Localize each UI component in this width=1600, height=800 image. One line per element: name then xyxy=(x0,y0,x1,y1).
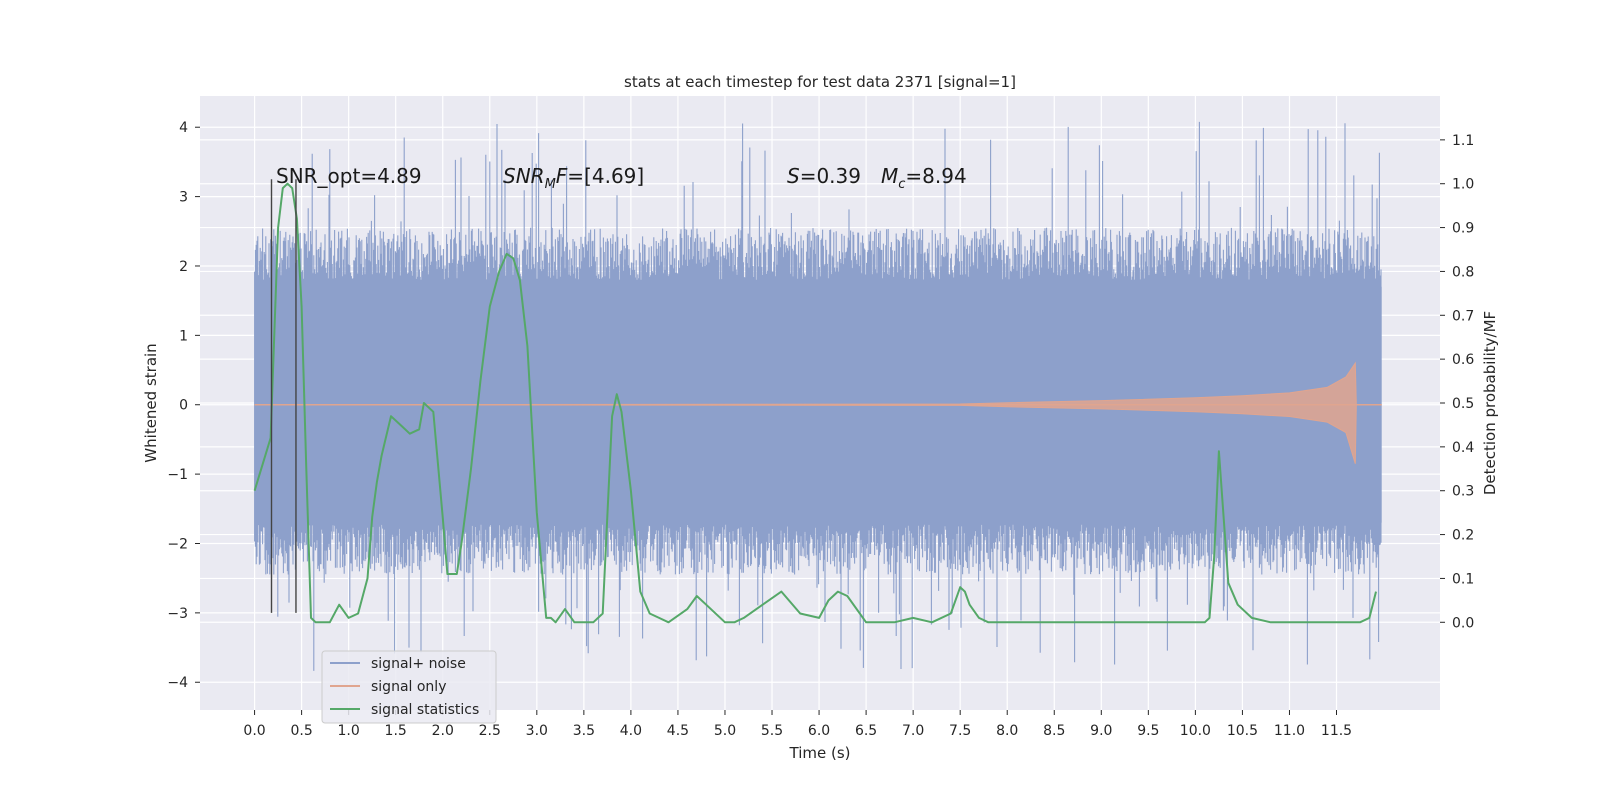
y-right-tick-label: 0.5 xyxy=(1452,396,1474,412)
y-tick-label: −4 xyxy=(167,675,188,691)
y-right-tick-label: 0.4 xyxy=(1452,440,1474,456)
y-axis-right-ticks: 1.1 1.0 0.9 0.8 0.7 0.6 0.5 0.4 0.3 0.2 0.1 0.0 xyxy=(1440,133,1474,631)
x-tick-label: 7.0 xyxy=(902,723,924,739)
series-signal-only xyxy=(254,361,1382,464)
x-tick-label: 5.0 xyxy=(714,723,736,739)
y-right-tick-label: 1.0 xyxy=(1452,177,1474,193)
x-tick-label: 3.0 xyxy=(526,723,548,739)
legend-label-signal-plus-noise: signal+ noise xyxy=(371,656,466,672)
annotation-mc-sub: c xyxy=(898,177,905,192)
x-tick-label: 6.5 xyxy=(855,723,877,739)
x-tick-label: 4.5 xyxy=(667,723,689,739)
y-right-tick-label: 0.7 xyxy=(1452,308,1474,324)
legend-label-signal-only: signal only xyxy=(371,679,446,695)
y-right-tick-label: 0.9 xyxy=(1452,221,1474,237)
y-axis-right-label: Detection probability/MF xyxy=(1481,311,1499,495)
x-tick-label: 9.0 xyxy=(1090,723,1112,739)
x-tick-label: 10.5 xyxy=(1227,723,1258,739)
y-right-tick-label: 0.1 xyxy=(1452,571,1474,587)
x-tick-label: 11.0 xyxy=(1274,723,1305,739)
annotation-snr-mf-value: =[4.69] xyxy=(567,164,644,188)
y-right-tick-label: 0.2 xyxy=(1452,528,1474,544)
statistics-line xyxy=(253,182,1377,624)
x-tick-label: 10.0 xyxy=(1180,723,1211,739)
annotation-mc-value: =8.94 xyxy=(905,164,966,188)
annotation-s: S=0.39 xyxy=(787,164,861,188)
x-tick-label: 11.5 xyxy=(1321,723,1352,739)
vertical-markers xyxy=(270,179,297,613)
annotation-snr-opt: SNR_opt=4.89 xyxy=(276,164,422,188)
annotation-snr-mf-f: F xyxy=(556,164,568,188)
y-tick-label: 2 xyxy=(179,259,188,275)
x-tick-label: 9.5 xyxy=(1137,723,1159,739)
annotation-s-label: S xyxy=(787,164,800,188)
y-right-tick-label: 0.3 xyxy=(1452,484,1474,500)
x-tick-label: 5.5 xyxy=(761,723,783,739)
y-tick-label: −3 xyxy=(167,606,188,622)
annotation-mc: Mc=8.94 xyxy=(881,164,967,192)
x-tick-label: 0.0 xyxy=(243,723,265,739)
annotation-mc-label: M xyxy=(881,164,898,188)
annotation-snr-mf: SNRMF=[4.69] xyxy=(503,164,644,192)
y-tick-label: 4 xyxy=(179,120,188,136)
x-tick-label: 2.0 xyxy=(432,723,454,739)
x-tick-label: 4.0 xyxy=(620,723,642,739)
x-tick-label: 1.5 xyxy=(385,723,407,739)
x-tick-label: 8.5 xyxy=(1043,723,1065,739)
series-signal-statistics xyxy=(253,182,1377,624)
y-tick-label: 0 xyxy=(179,398,188,414)
legend: signal+ noise signal only signal statist… xyxy=(321,650,497,724)
x-tick-label: 1.0 xyxy=(338,723,360,739)
y-tick-label: 1 xyxy=(179,328,188,344)
annotation-s-value: =0.39 xyxy=(800,164,861,188)
x-axis-ticks: 0.0 0.5 1.0 1.5 2.0 2.5 3.0 3.5 4.0 4.5 5.0 5.5 6.0 6… xyxy=(243,710,1352,739)
x-tick-label: 0.5 xyxy=(290,723,312,739)
y-right-tick-label: 0.0 xyxy=(1452,615,1474,631)
y-tick-label: 3 xyxy=(179,190,188,206)
x-tick-label: 8.0 xyxy=(996,723,1018,739)
chart-title: stats at each timestep for test data 237… xyxy=(624,73,1016,91)
y-axis-label: Whitened strain xyxy=(142,343,160,462)
y-right-tick-label: 1.1 xyxy=(1452,133,1474,149)
y-right-tick-label: 0.6 xyxy=(1452,352,1474,368)
signal-envelope xyxy=(254,361,1382,464)
annotation-snr-mf-label: SNR xyxy=(503,164,545,188)
legend-label-signal-statistics: signal statistics xyxy=(371,702,479,718)
x-axis-label: Time (s) xyxy=(789,744,851,762)
x-tick-label: 6.0 xyxy=(808,723,830,739)
y-tick-label: −1 xyxy=(167,467,188,483)
y-right-tick-label: 0.8 xyxy=(1452,264,1474,280)
x-tick-label: 7.5 xyxy=(949,723,971,739)
annotation-snr-mf-sub: M xyxy=(545,177,556,192)
x-tick-label: 3.5 xyxy=(573,723,595,739)
x-tick-label: 2.5 xyxy=(479,723,501,739)
legend-box xyxy=(321,650,497,724)
y-axis-left-ticks: 4 3 2 1 0 −1 −2 −3 −4 xyxy=(167,120,200,691)
y-tick-label: −2 xyxy=(167,536,188,552)
